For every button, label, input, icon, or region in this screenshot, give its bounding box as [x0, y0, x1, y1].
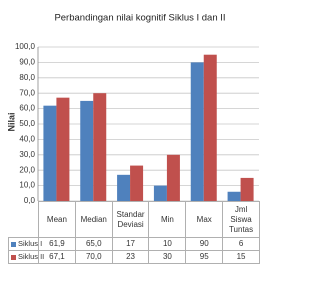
y-tick-label: 30,0: [19, 150, 35, 159]
table-value: 10: [148, 237, 187, 251]
table-value: 90: [185, 237, 224, 251]
y-tick-label: 40,0: [19, 135, 35, 144]
y-tick-label: 70,0: [19, 88, 35, 97]
y-tick-label: 80,0: [19, 73, 35, 82]
x-tick-label: Jml Siswa Tuntas: [222, 201, 260, 238]
table-value: 6: [222, 237, 260, 251]
legend-swatch: [11, 254, 16, 260]
y-tick-label: 50,0: [19, 119, 35, 128]
table-value: 65,0: [74, 237, 113, 251]
table-header-row: Mean Median Standar Deviasi Min Max Jml Siswa…: [9, 201, 260, 238]
x-tick-label: Max: [185, 201, 224, 238]
bar: [130, 165, 144, 201]
y-axis-label: Nilai: [6, 112, 16, 131]
legend-swatch: [11, 241, 16, 247]
x-tick-label: Min: [148, 201, 187, 238]
legend-label: Siklus I: [18, 239, 43, 248]
bar: [227, 191, 241, 201]
bar: [153, 185, 167, 201]
chart-title: Perbandingan nilai kognitif Siklus I dan…: [54, 13, 225, 24]
bar: [166, 154, 180, 201]
bar: [117, 174, 131, 201]
bar: [43, 105, 57, 201]
table-value: 95: [185, 250, 224, 264]
y-tick-label: 90,0: [19, 58, 35, 67]
y-tick-label: 60,0: [19, 104, 35, 113]
bar: [80, 100, 94, 201]
y-tick-label: 10,0: [19, 181, 35, 190]
chart: Perbandingan nilai kognitif Siklus I dan…: [6, 13, 259, 205]
x-tick-label: Standar Deviasi: [111, 201, 150, 238]
bar: [190, 62, 204, 202]
legend-entry: Siklus I: [8, 237, 43, 251]
table-corner: [9, 202, 39, 238]
x-tick-label: Median: [74, 201, 113, 238]
data-table: Mean Median Standar Deviasi Min Max Jml Siswa…: [8, 201, 260, 264]
legend-entry: Siklus II: [8, 250, 44, 264]
legend-label: Siklus II: [18, 252, 45, 261]
table-value: 23: [111, 250, 150, 264]
table-value: 70,0: [74, 250, 113, 264]
y-tick-label: 100,0: [15, 42, 36, 51]
x-tick-label: Mean: [38, 201, 76, 238]
bar: [93, 93, 107, 201]
table-row: Siklus I 61,9 65,0 17 10 90 6: [8, 237, 260, 251]
y-tick-label: 20,0: [19, 165, 35, 174]
table-value: 61,9: [38, 237, 76, 251]
table-value: 30: [148, 250, 187, 264]
bar: [240, 177, 254, 201]
chart-container: Perbandingan nilai kognitif Siklus I dan…: [6, 13, 260, 264]
bar: [56, 97, 70, 201]
y-tick-label: 0,0: [24, 196, 36, 205]
table-value: 15: [222, 250, 260, 264]
table-row: Siklus II 67,1 70,0 23 30 95 15: [8, 250, 260, 264]
bar: [203, 54, 217, 202]
table-value: 17: [111, 237, 150, 251]
